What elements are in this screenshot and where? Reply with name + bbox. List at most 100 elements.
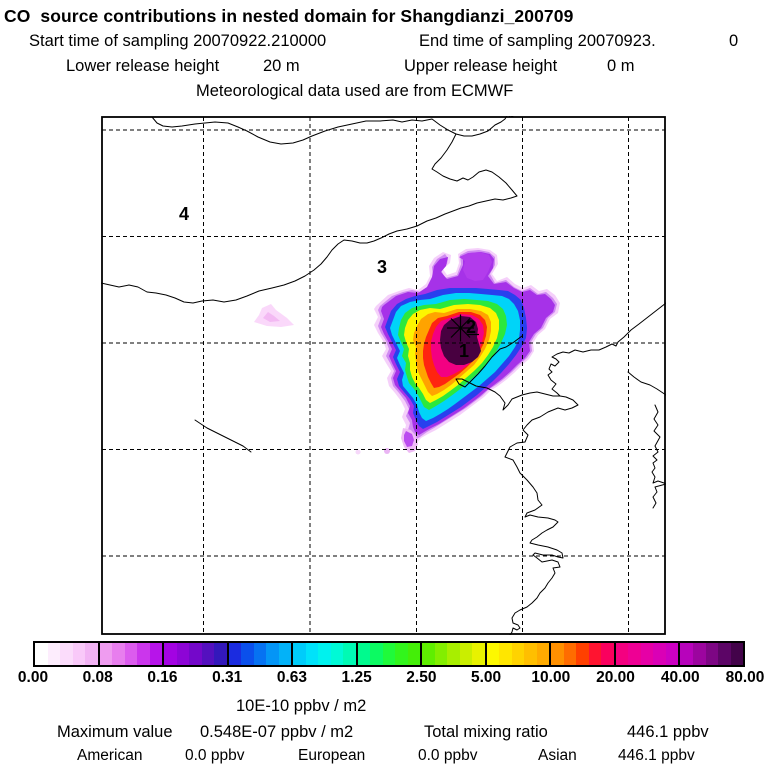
colorbar-cell xyxy=(472,643,485,665)
colorbar-cell xyxy=(588,643,602,665)
colorbar-cell xyxy=(382,643,396,665)
coastlines xyxy=(100,113,667,636)
colorbar-cell xyxy=(99,643,113,665)
colorbar xyxy=(33,641,745,667)
map-frame xyxy=(101,116,666,635)
colorbar-cell xyxy=(357,643,371,665)
colorbar-cell xyxy=(395,643,408,665)
north-border-line xyxy=(151,113,514,145)
colorbar-cell xyxy=(266,643,279,665)
colorbar-segment xyxy=(549,643,614,665)
colorbar-segment xyxy=(678,643,744,665)
colorbar-cell xyxy=(241,643,254,665)
korea-west-coast xyxy=(651,404,667,509)
colorbar-cell xyxy=(615,643,629,665)
colorbar-cell xyxy=(278,643,292,665)
colorbar-cell xyxy=(692,643,706,665)
start-time-text: Start time of sampling 20070922.210000 xyxy=(29,32,327,50)
colorbar-cell xyxy=(407,643,421,665)
colorbar-cell xyxy=(305,643,319,665)
colorbar-cell xyxy=(511,643,525,665)
colorbar-cell xyxy=(718,643,731,665)
colorbar-cell xyxy=(35,643,48,665)
colorbar-cell xyxy=(330,643,344,665)
colorbar-cell xyxy=(176,643,190,665)
plume-dot-faint xyxy=(355,449,361,455)
colorbar-cell xyxy=(551,643,564,665)
bohai-north-coast xyxy=(100,133,518,304)
colorbar-cell xyxy=(47,643,61,665)
map-panel: 4 3 2 1 xyxy=(100,113,667,636)
american-value: 0.0 ppbv xyxy=(185,747,245,764)
colorbar-cell xyxy=(563,643,577,665)
colorbar-segment xyxy=(291,643,356,665)
colorbar-cell xyxy=(422,643,435,665)
graticule xyxy=(102,117,665,634)
total-mixing-label: Total mixing ratio xyxy=(424,723,548,741)
colorbar-cell xyxy=(189,643,202,665)
colorbar-cell xyxy=(164,643,177,665)
upper-release-label: Upper release height xyxy=(404,57,558,75)
plume-top-arm-purple xyxy=(459,252,492,281)
colorbar-cell xyxy=(486,643,500,665)
colorbar-cell xyxy=(665,643,679,665)
region-label-1: 1 xyxy=(459,341,469,361)
total-mixing-value: 446.1 ppbv xyxy=(627,723,709,741)
upper-release-value: 0 m xyxy=(607,57,635,75)
european-value: 0.0 ppbv xyxy=(418,747,478,764)
colorbar-tick-label: 0.16 xyxy=(147,669,178,686)
lower-release-label: Lower release height xyxy=(66,57,220,75)
colorbar-tick-label: 0.00 xyxy=(17,669,49,686)
colorbar-cell xyxy=(536,643,550,665)
colorbar-cell xyxy=(601,643,614,665)
colorbar-cell xyxy=(60,643,73,665)
max-value-label: Maximum value xyxy=(57,723,173,741)
region-labels: 4 3 2 1 xyxy=(179,204,476,361)
colorbar-segment xyxy=(484,643,550,665)
station-asterisk-marker xyxy=(447,314,479,342)
colorbar-cell xyxy=(680,643,693,665)
plume-west-patch-inner xyxy=(263,312,280,322)
colorbar-cell xyxy=(201,643,215,665)
colorbar-segment xyxy=(226,643,292,665)
colorbar-segment xyxy=(97,643,163,665)
plume-west-patch xyxy=(254,304,294,327)
korea-north-coast xyxy=(627,371,667,396)
colorbar-cell xyxy=(370,643,383,665)
colorbar-segment xyxy=(35,643,98,665)
colorbar-segment xyxy=(420,643,485,665)
region-label-4: 4 xyxy=(179,204,189,224)
colorbar-cell xyxy=(293,643,306,665)
colorbar-cell xyxy=(318,643,331,665)
plume-tail-purple xyxy=(404,431,414,447)
colorbar-cell xyxy=(576,643,589,665)
colorbar-cell xyxy=(705,643,719,665)
colorbar-tick-label: 5.00 xyxy=(470,669,502,686)
region-label-3: 3 xyxy=(377,257,387,277)
lower-release-value: 20 m xyxy=(263,57,300,75)
colorbar-cell xyxy=(124,643,138,665)
colorbar-cell xyxy=(524,643,537,665)
colorbar-cell xyxy=(653,643,666,665)
page-title: CO source contributions in nested domain… xyxy=(4,6,574,26)
colorbar-tick-label: 1.25 xyxy=(341,669,372,686)
map-svg: 4 3 2 1 xyxy=(100,113,667,636)
colorbar-tick-label: 0.08 xyxy=(82,669,113,686)
end-time-label: End time of sampling 20070923. xyxy=(419,32,656,50)
colorbar-cell xyxy=(228,643,242,665)
colorbar-tick-label: 40.00 xyxy=(660,669,700,686)
colorbar-cell xyxy=(447,643,460,665)
colorbar-cell xyxy=(137,643,150,665)
colorbar-cell xyxy=(343,643,356,665)
asian-value: 446.1 ppbv xyxy=(618,747,695,764)
colorbar-cell xyxy=(640,643,654,665)
max-value: 0.548E-07 ppbv / m2 xyxy=(200,723,354,741)
colorbar-cell xyxy=(253,643,267,665)
colorbar-cell xyxy=(72,643,86,665)
colorbar-cell xyxy=(459,643,473,665)
colorbar-cell xyxy=(730,643,744,665)
colorbar-tick-label: 2.50 xyxy=(406,669,437,686)
colorbar-cell xyxy=(499,643,512,665)
colorbar-tick-label: 20.00 xyxy=(596,669,635,686)
